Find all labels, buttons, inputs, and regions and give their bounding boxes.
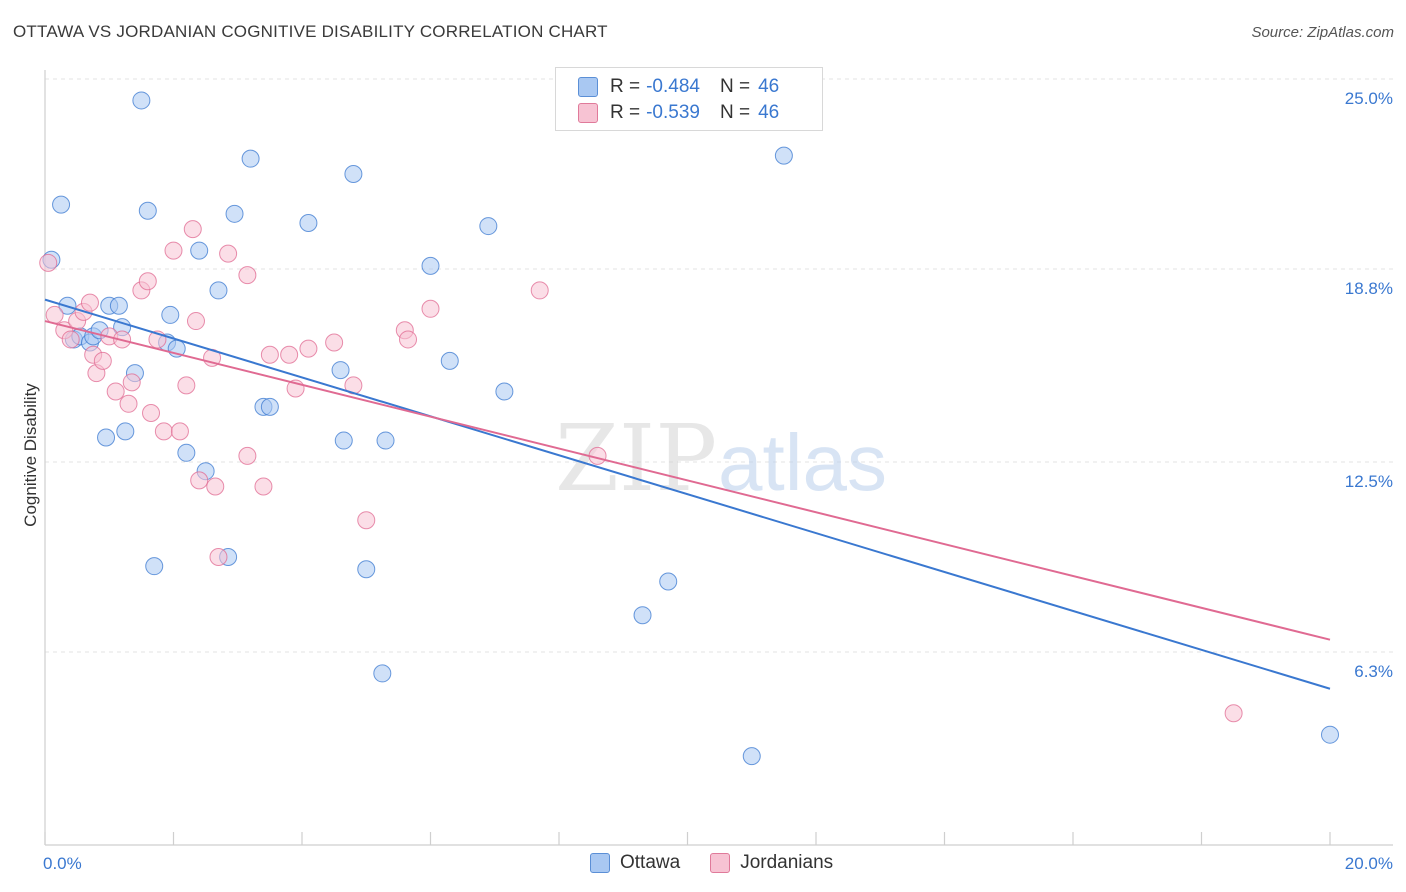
jordanians-point [164, 241, 183, 260]
legend-r-label: R = [610, 102, 641, 123]
jordanians-point [206, 477, 225, 496]
x-tick-label: 0.0% [43, 854, 82, 873]
jordanians-point [190, 471, 209, 490]
y-tick-label: 6.3% [1354, 662, 1393, 681]
ottawa-point [260, 397, 279, 416]
jordanians-point [154, 422, 173, 441]
ottawa-point [241, 149, 260, 168]
x-tick-label: 20.0% [1345, 854, 1393, 873]
y-axis-label: Cognitive Disability [21, 383, 40, 527]
jordanians-point [280, 345, 299, 364]
ottawa-point [774, 146, 793, 165]
jordanians-trend-line [44, 320, 1331, 641]
jordanians-point [142, 403, 161, 422]
jordanians-point [530, 281, 549, 300]
legend-r-value: -0.539 [646, 102, 700, 123]
legend-item-ottawa[interactable]: Ottawa [590, 852, 680, 874]
legend-swatch-ottawa [590, 853, 610, 873]
ottawa-point [376, 431, 395, 450]
legend-label-ottawa: Ottawa [620, 852, 681, 873]
jordanians-point [106, 382, 125, 401]
jordanians-point [299, 339, 318, 358]
jordanians-point [93, 351, 112, 370]
ottawa-point [52, 195, 71, 214]
jordanians-point [80, 293, 99, 312]
ottawa-point [299, 214, 318, 233]
ottawa-point [331, 361, 350, 380]
ottawa-point [109, 296, 128, 315]
jordanians-point [260, 345, 279, 364]
y-tick-label: 12.5% [1345, 472, 1393, 491]
jordanians-point [209, 547, 228, 566]
jordanians-point [183, 220, 202, 239]
ottawa-point [190, 241, 209, 260]
ottawa-point [495, 382, 514, 401]
trend-layer [44, 298, 1331, 690]
ottawa-point [225, 204, 244, 223]
axis-layer [44, 70, 1393, 846]
ottawa-point [177, 443, 196, 462]
ottawa-point [633, 606, 652, 625]
legend-n-value: 46 [758, 76, 780, 97]
ottawa-point [209, 281, 228, 300]
legend-r-label: R = [610, 76, 641, 97]
legend-row-jordanians: R = -0.539 N = 46 [578, 101, 779, 125]
ottawa-trend-line [44, 298, 1331, 690]
ottawa-point [440, 351, 459, 370]
ottawa-point [357, 560, 376, 579]
jordanians-point [170, 422, 189, 441]
legend-item-jordanians[interactable]: Jordanians [710, 852, 833, 874]
source-label: Source: ZipAtlas.com [1251, 24, 1394, 41]
legend-swatch-jordanians [578, 103, 598, 123]
series-legend: Ottawa Jordanians [590, 852, 863, 874]
ottawa-point [421, 256, 440, 275]
ottawa-point [373, 664, 392, 683]
ottawa-point [479, 217, 498, 236]
chart-title: OTTAWA VS JORDANIAN COGNITIVE DISABILITY… [13, 22, 608, 41]
jordanians-point [61, 330, 80, 349]
ottawa-point [1321, 725, 1339, 744]
tick-label-layer: 6.3% 12.5% 18.8% 25.0% 0.0% 20.0% [43, 89, 1393, 873]
legend-n-label: N = [719, 76, 751, 97]
ottawa-point [97, 428, 116, 447]
legend-swatch-jordanians [710, 853, 731, 873]
jordanians-point [1224, 704, 1243, 723]
legend-r-value: -0.484 [646, 76, 700, 97]
jordanians-point [39, 253, 58, 272]
y-tick-label: 25.0% [1345, 89, 1393, 108]
legend-n-label: N = [719, 102, 751, 123]
jordanians-point [177, 376, 196, 395]
legend-n-value: 46 [758, 102, 780, 123]
stats-legend: R = -0.484 N = 46 R = -0.539 N = 46 [555, 67, 823, 131]
jordanians-point [325, 333, 344, 352]
jordanians-point [138, 272, 157, 291]
ottawa-point [334, 431, 353, 450]
ottawa-point [742, 747, 761, 766]
legend-swatch-ottawa [578, 77, 598, 97]
jordanians-point [357, 511, 376, 530]
ottawa-point [116, 422, 135, 441]
jordanians-point [219, 244, 238, 263]
ottawa-point [138, 201, 157, 220]
jordanians-point [122, 373, 141, 392]
legend-row-ottawa: R = -0.484 N = 46 [578, 75, 779, 99]
ottawa-point [145, 557, 164, 576]
jordanians-point [238, 266, 257, 285]
jordanians-point [119, 394, 138, 413]
ottawa-point [659, 572, 678, 591]
jordanians-point [186, 312, 205, 331]
legend-label-jordanians: Jordanians [740, 852, 834, 873]
jordanians-point [238, 446, 257, 465]
ottawa-point [344, 164, 363, 183]
watermark-atlas: atlas [718, 418, 887, 507]
ottawa-point [132, 91, 151, 110]
jordanians-point [254, 477, 273, 496]
y-tick-label: 18.8% [1345, 279, 1393, 298]
jordanians-point [421, 299, 440, 318]
jordanians-point [45, 305, 64, 324]
jordanians-point [399, 330, 418, 349]
ottawa-point [161, 305, 180, 324]
